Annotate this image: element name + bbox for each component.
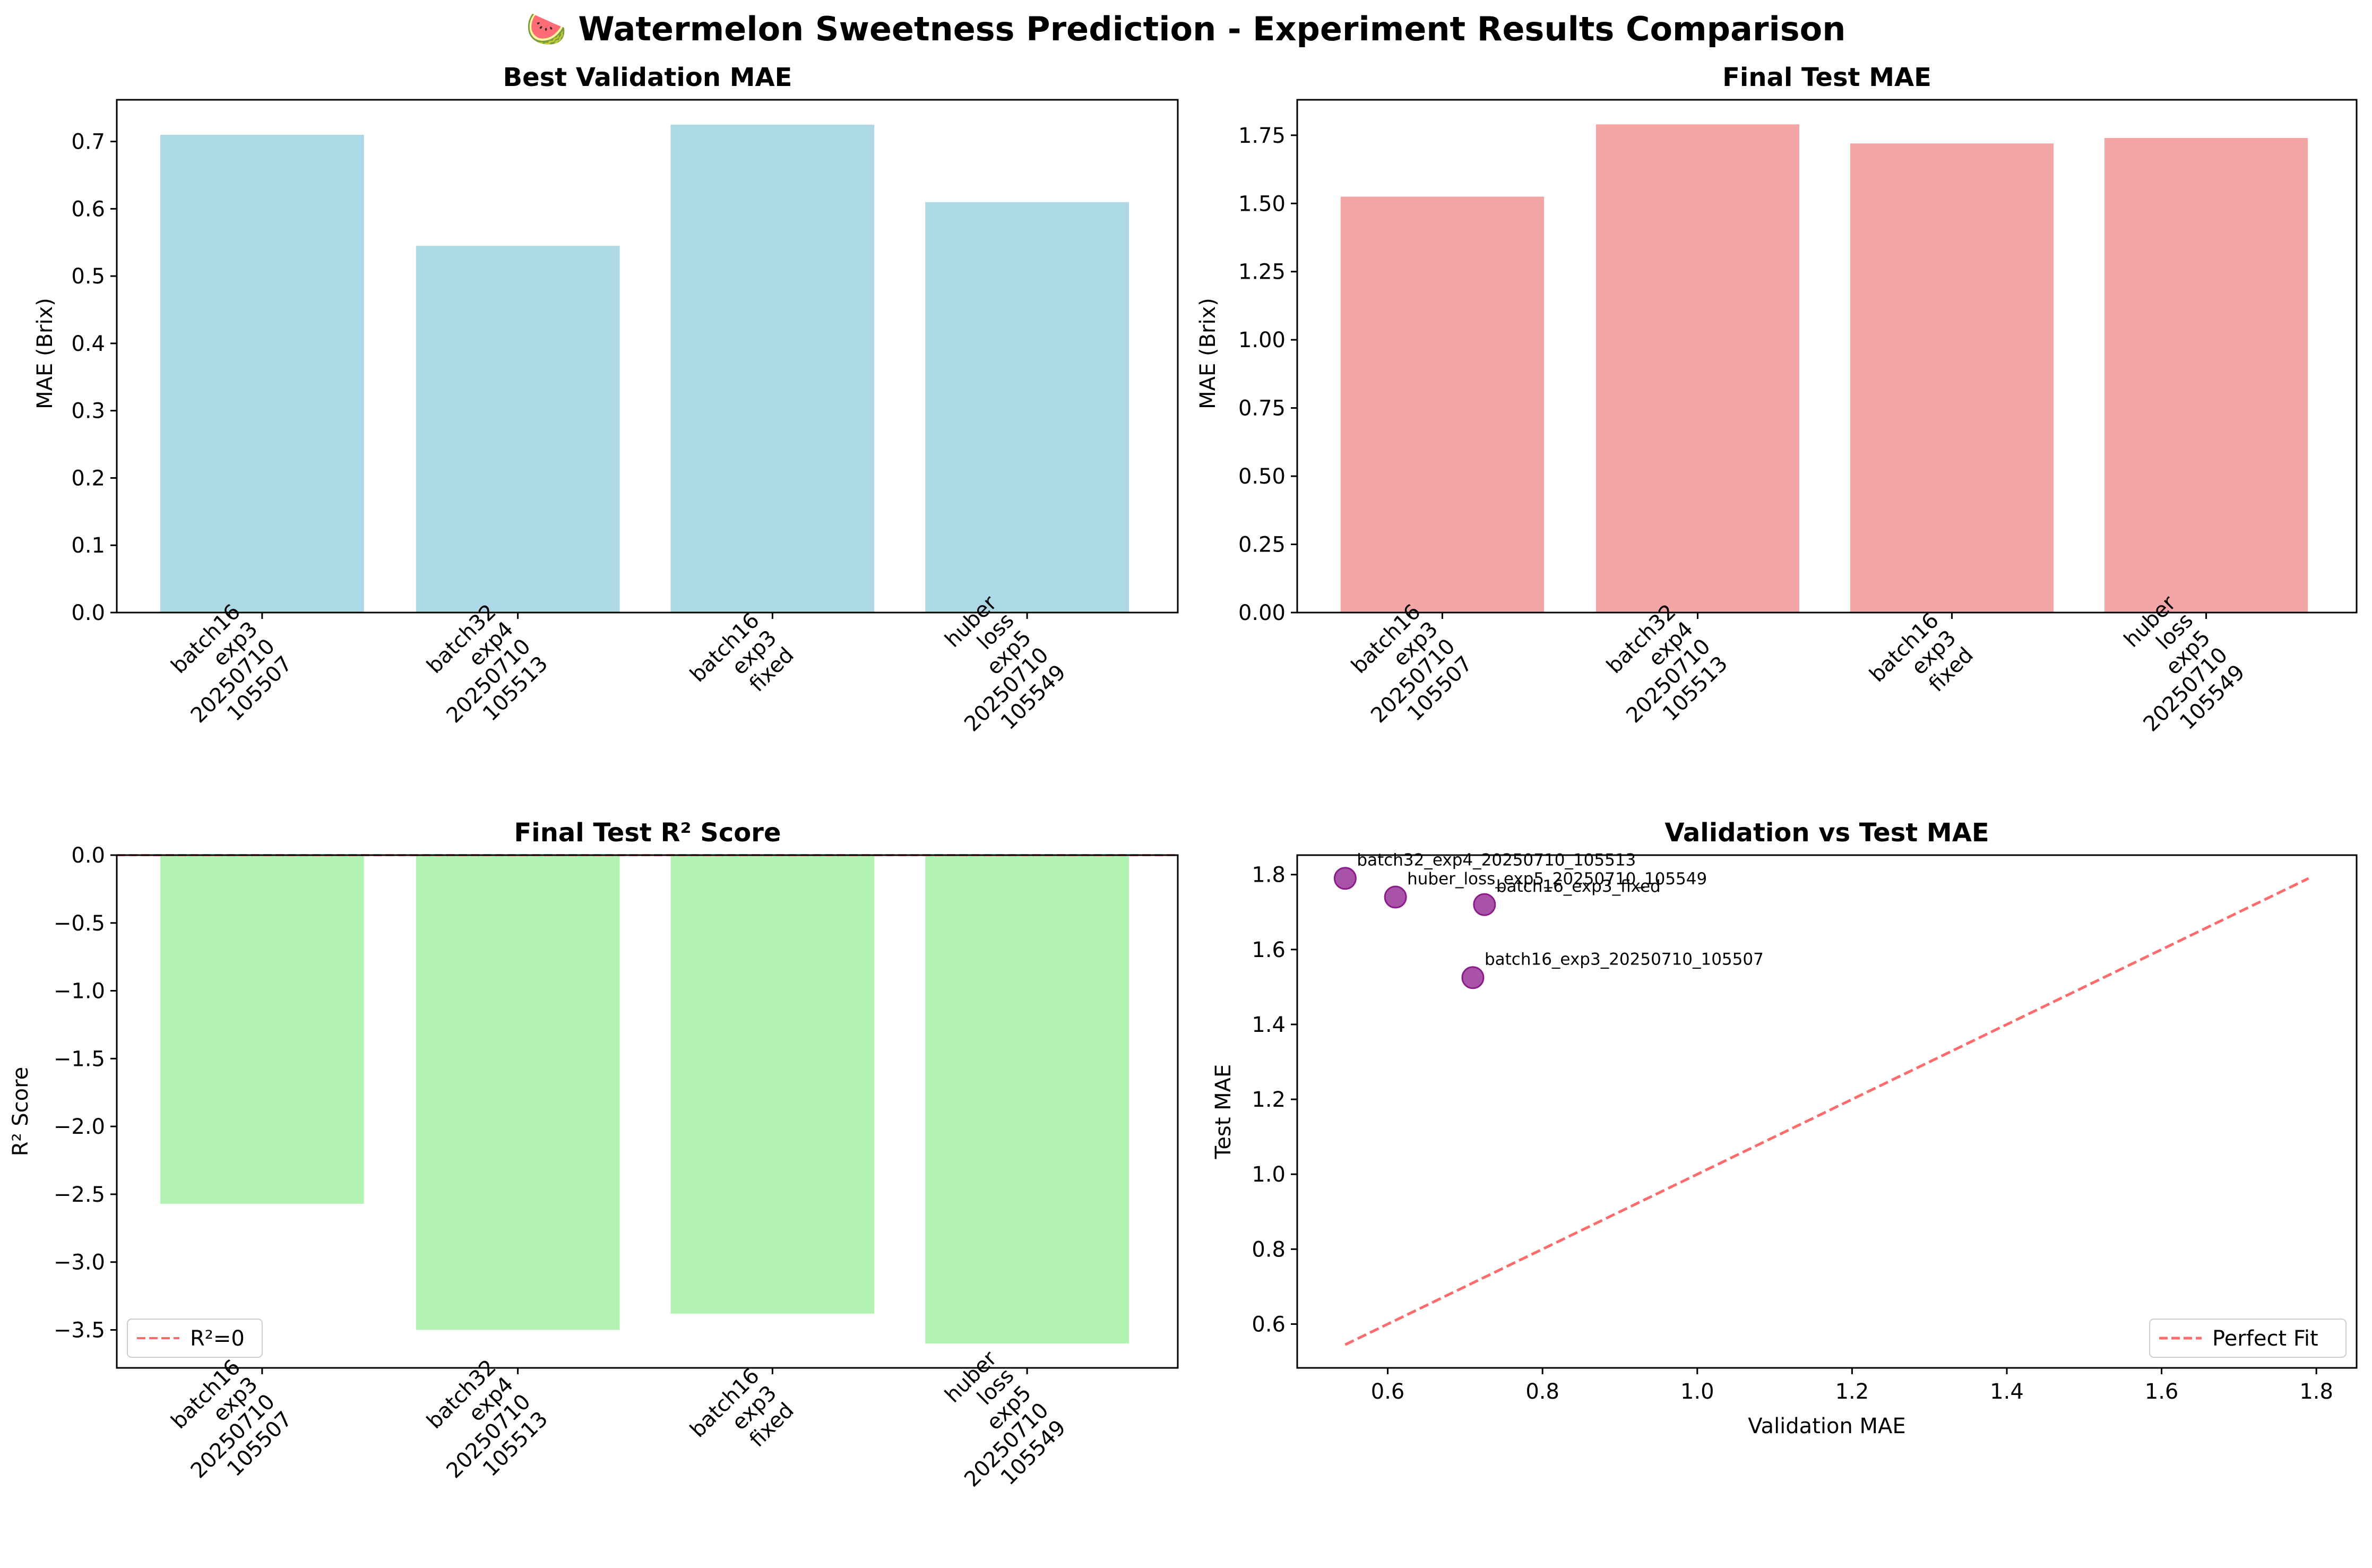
panel-title: Best Validation MAE [503, 63, 792, 92]
y-tick-label: 0.0 [71, 843, 105, 868]
bar [1340, 196, 1545, 613]
x-tick-label: 0.6 [1371, 1380, 1405, 1404]
y-tick-label: 1.0 [1252, 1162, 1286, 1187]
bar [670, 124, 875, 613]
bar [925, 855, 1129, 1343]
y-tick-label: 1.75 [1238, 124, 1286, 148]
x-tick-label: 1.2 [1835, 1380, 1869, 1404]
y-axis-label: Test MAE [1211, 1064, 1236, 1160]
point-label: batch32_exp4_20250710_105513 [1357, 851, 1636, 870]
legend-label: Perfect Fit [2212, 1326, 2318, 1351]
panel-title: Final Test MAE [1722, 63, 1931, 92]
panel-final-test-r2: Final Test R² Score R² Score 0.0 −0.5 −1.0… [8, 818, 1179, 1501]
scatter-point [1461, 966, 1485, 989]
x-tick-label: 0.8 [1525, 1380, 1559, 1404]
scatter-point [1333, 867, 1357, 890]
panel-title: Validation vs Test MAE [1664, 818, 1989, 848]
y-tick-label: −3.5 [54, 1318, 105, 1342]
y-tick-label: 0.75 [1238, 397, 1286, 421]
bar [2104, 137, 2308, 613]
y-tick-label: −3.0 [54, 1251, 105, 1275]
y-tick-label: 0.00 [1238, 601, 1286, 625]
x-tick-label: 1.8 [2299, 1380, 2333, 1404]
bar [416, 855, 620, 1330]
point-label: huber_loss_exp5_20250710_105549 [1407, 869, 1707, 889]
bar [160, 855, 364, 1204]
y-axis-label: R² Score [8, 1067, 33, 1157]
axes-frame [116, 99, 1179, 614]
y-tick-label: 0.2 [71, 466, 105, 490]
bar [416, 246, 620, 613]
y-tick-label: 0.50 [1238, 464, 1286, 489]
y-tick-label: −0.5 [54, 911, 105, 936]
point-label: batch16_exp3_fixed [1496, 877, 1661, 896]
y-tick-label: 0.4 [71, 332, 105, 356]
y-tick-label: 1.8 [1252, 863, 1286, 888]
y-tick-label: 0.1 [71, 533, 105, 558]
y-axis-label: MAE (Brix) [33, 298, 57, 409]
panel-final-test-mae: Final Test MAE MAE (Brix) 0.00 0.25 0.50 0.… [1196, 63, 2358, 736]
y-tick-label: 1.00 [1238, 328, 1286, 352]
y-tick-label: 1.50 [1238, 192, 1286, 216]
figure-title: 🍉 Watermelon Sweetness Prediction - Expe… [526, 10, 1846, 48]
panel-validation-vs-test-mae: Validation vs Test MAE Test MAE Validati… [1211, 818, 2358, 1438]
y-tick-label: 1.4 [1252, 1013, 1286, 1037]
x-tick-label: batch16exp320250710105507 [152, 1355, 297, 1501]
y-tick-label: −2.0 [54, 1115, 105, 1139]
y-tick-label: 0.6 [71, 197, 105, 221]
y-tick-label: 0.5 [71, 264, 105, 289]
legend-box [2149, 1319, 2347, 1358]
y-tick-label: 1.6 [1252, 938, 1286, 962]
scatter-point [1473, 893, 1496, 916]
y-tick-label: 0.7 [71, 130, 105, 154]
reference-line [1344, 877, 2309, 1346]
y-tick-label: 0.25 [1238, 533, 1286, 557]
y-tick-label: 1.2 [1252, 1088, 1286, 1112]
axes-frame [116, 854, 1179, 1369]
y-tick-label: 0.0 [71, 601, 105, 625]
y-tick-label: 1.25 [1238, 260, 1286, 285]
y-tick-label: −1.5 [54, 1047, 105, 1071]
axes-frame [1296, 854, 2358, 1369]
legend-label: R²=0 [190, 1326, 245, 1351]
x-tick-label: 1.4 [1990, 1380, 2024, 1404]
bar [1595, 124, 1800, 613]
x-tick-label: 1.6 [2145, 1380, 2179, 1404]
y-tick-label: 0.6 [1252, 1312, 1286, 1337]
bar [1850, 143, 2054, 613]
y-tick-label: 0.8 [1252, 1237, 1286, 1262]
y-tick-label: −1.0 [54, 979, 105, 1004]
x-tick-label: 1.0 [1680, 1380, 1714, 1404]
bar [925, 202, 1129, 613]
axes-frame [1296, 99, 2358, 614]
y-axis-label: MAE (Brix) [1196, 298, 1220, 409]
x-axis-label: Validation MAE [1748, 1414, 1905, 1438]
scatter-point [1384, 885, 1407, 909]
bar [670, 855, 875, 1314]
legend-box [127, 1319, 263, 1358]
bar [160, 134, 364, 613]
panel-title: Final Test R² Score [514, 818, 781, 848]
point-label: batch16_exp3_20250710_105507 [1485, 950, 1764, 969]
y-tick-label: 0.3 [71, 399, 105, 424]
y-tick-label: −2.5 [54, 1183, 105, 1207]
